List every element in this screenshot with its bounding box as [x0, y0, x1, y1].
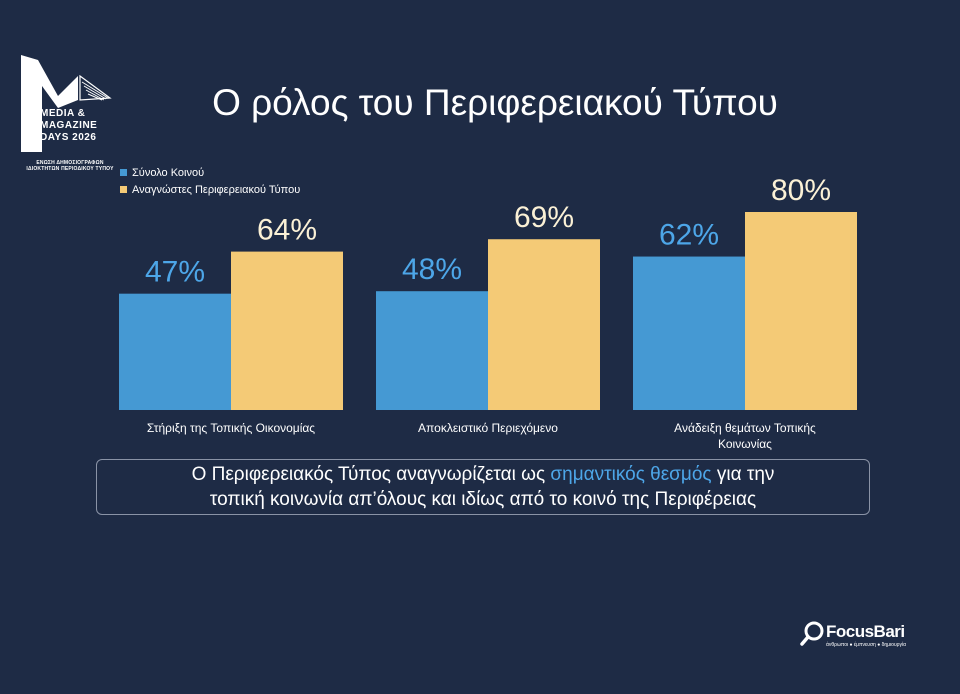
- bar-total-audience: [633, 256, 745, 410]
- data-label: 62%: [659, 219, 719, 252]
- data-label: 47%: [145, 256, 205, 289]
- magnifier-icon: [800, 621, 824, 646]
- bar-regional-readers: [745, 212, 857, 410]
- bar-total-audience: [119, 293, 231, 410]
- logo-subtitle-line: ΙΔΙΟΚΤΗΤΩΝ ΠΕΡΙΟΔΙΚΟΥ ΤΥΠΟΥ: [26, 166, 114, 172]
- legend-swatch-series2: [120, 186, 127, 193]
- callout-box: Ο Περιφερειακός Τύπος αναγνωρίζεται ως σ…: [96, 459, 870, 515]
- callout-text: Ο Περιφερειακός Τύπος αναγνωρίζεται ως: [191, 464, 551, 485]
- logo-line: MAGAZINE: [40, 120, 98, 131]
- bar-total-audience: [376, 291, 488, 410]
- brand-name: FocusBari: [826, 622, 905, 641]
- logo-line: DAYS 2026: [40, 132, 97, 143]
- category-label: Κοινωνίας: [718, 437, 772, 451]
- bar-regional-readers: [488, 239, 600, 410]
- logo-text: MEDIA & MAGAZINE DAYS 2026: [40, 108, 120, 144]
- legend-item: Αναγνώστες Περιφερειακού Τύπου: [120, 181, 300, 198]
- legend-item: Σύνολο Κοινού: [120, 164, 300, 181]
- media-magazine-days-logo: MEDIA & MAGAZINE DAYS 2026 ΕΝΩΣΗ ΔΗΜΟΣΙΟ…: [18, 52, 118, 177]
- chart-legend: Σύνολο Κοινού Αναγνώστες Περιφερειακού Τ…: [120, 164, 300, 198]
- category-label: Ανάδειξη θεμάτων Τοπικής: [674, 421, 816, 435]
- page-title: Ο ρόλος του Περιφερειακού Τύπου: [212, 82, 778, 123]
- brand-tagline: άνθρωποι ● έμπνευση ● δημιουργία: [826, 642, 907, 648]
- category-label: Αποκλειστικό Περιεχόμενο: [418, 421, 558, 435]
- data-label: 48%: [402, 253, 462, 286]
- legend-label: Σύνολο Κοινού: [132, 166, 205, 179]
- logo-subtitle: ΕΝΩΣΗ ΔΗΜΟΣΙΟΓΡΑΦΩΝ ΙΔΙΟΚΤΗΤΩΝ ΠΕΡΙΟΔΙΚΟ…: [20, 160, 120, 172]
- bar-regional-readers: [231, 251, 343, 410]
- data-label: 69%: [514, 201, 574, 234]
- logo-line: MEDIA &: [40, 108, 86, 119]
- logo-subtitle-line: ΕΝΩΣΗ ΔΗΜΟΣΙΟΓΡΑΦΩΝ: [36, 160, 104, 166]
- legend-swatch-series1: [120, 169, 127, 176]
- focusbari-logo: FocusBari άνθρωποι ● έμπνευση ● δημιουργ…: [800, 620, 920, 652]
- callout-text: για την: [711, 464, 775, 485]
- legend-label: Αναγνώστες Περιφερειακού Τύπου: [132, 183, 301, 196]
- data-label: 80%: [771, 174, 831, 207]
- callout-line-2: τοπική κοινωνία απ’όλους και ιδίως από τ…: [209, 489, 757, 510]
- category-label: Στήριξη της Τοπικής Οικονομίας: [147, 421, 315, 435]
- logo-mark-icon: [21, 55, 112, 152]
- data-label: 64%: [257, 214, 317, 247]
- callout-line-1: Ο Περιφερειακός Τύπος αναγνωρίζεται ως σ…: [97, 462, 869, 487]
- callout-highlight: σημαντικός θεσμός: [550, 464, 712, 485]
